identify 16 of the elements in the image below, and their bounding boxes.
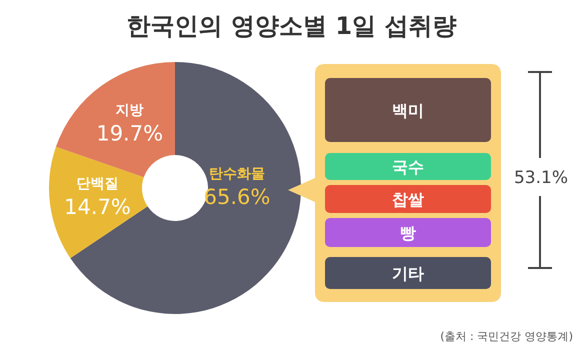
donut-slice xyxy=(49,146,148,258)
text: (출처 : 국민건강 영양통계) xyxy=(440,330,573,343)
data-label: 19.7% xyxy=(96,121,164,146)
text: 국수 xyxy=(392,158,424,176)
text: 기타 xyxy=(392,264,424,283)
text: 빵 xyxy=(400,224,416,242)
data-label: 65.6% xyxy=(204,185,270,209)
text: 찹쌀 xyxy=(392,190,424,209)
donut-slice xyxy=(56,62,175,178)
data-label: 14.7% xyxy=(64,195,131,220)
text: 53.1% xyxy=(514,168,568,188)
slice-label: 단백질 xyxy=(76,176,119,192)
slice-label: 지방 xyxy=(116,102,144,118)
text: 백미 xyxy=(392,101,424,120)
chart-title: 한국인의 영양소별 1일 섭취량 xyxy=(126,12,456,40)
slice-label: 탄수화물 xyxy=(209,166,265,182)
